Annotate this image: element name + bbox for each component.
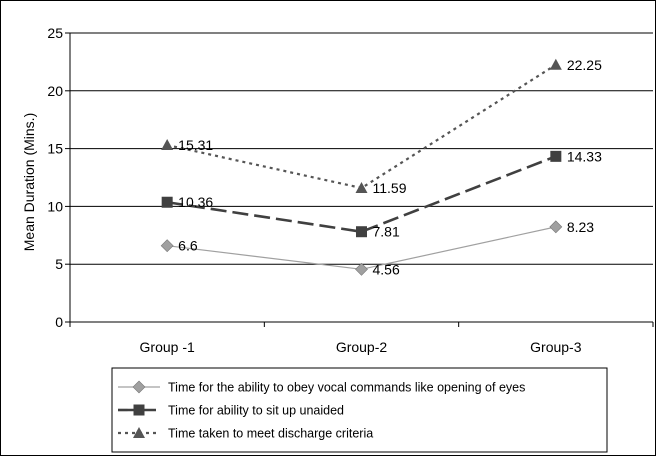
data-label: 4.56 (373, 261, 400, 277)
x-tick-label: Group-3 (530, 339, 582, 355)
data-point (161, 139, 174, 151)
legend: Time for the ability to obey vocal comma… (111, 367, 608, 453)
y-tick-label: 0 (55, 314, 63, 330)
data-label: 7.81 (373, 224, 400, 240)
data-point (549, 58, 562, 70)
data-point (355, 262, 368, 276)
legend-swatch-marker (133, 427, 145, 438)
y-tick-label: 15 (47, 141, 63, 157)
data-label: 22.25 (567, 57, 602, 73)
data-point (355, 182, 368, 194)
y-axis-title: Mean Duration (Mins.) (21, 113, 37, 252)
y-tick-label: 20 (47, 83, 63, 99)
data-label: 8.23 (567, 219, 594, 235)
legend-label: Time taken to meet discharge criteria (168, 427, 373, 441)
y-tick-label: 5 (55, 256, 63, 272)
legend-label: Time for the ability to obey vocal comma… (168, 381, 525, 395)
data-point (549, 220, 563, 234)
data-label: 11.59 (373, 180, 407, 196)
data-point (161, 196, 173, 208)
x-tick-label: Group-2 (336, 339, 388, 355)
legend-swatch-marker (133, 404, 145, 416)
series (160, 58, 563, 276)
series-line (166, 63, 557, 190)
y-tick-label: 25 (47, 25, 63, 41)
legend-label: Time for ability to sit up unaided (168, 404, 344, 418)
data-label: 6.6 (178, 238, 198, 254)
axes: 0 5 10 15 20 25 Group -1 Group-2 Group-3 (47, 25, 654, 355)
data-point (356, 226, 367, 238)
legend-box (111, 367, 608, 453)
series-line (166, 155, 557, 234)
legend-swatch-marker (132, 380, 146, 394)
y-tick-label: 10 (47, 198, 63, 214)
x-tick-label: Group -1 (140, 339, 195, 355)
data-label: 15.31 (178, 137, 213, 153)
data-label: 10.36 (178, 194, 213, 210)
data-point (160, 239, 174, 253)
data-labels: 6.6 4.56 8.23 10.36 7.81 14.33 15.31 11.59 22.25 (178, 57, 602, 277)
data-label: 14.33 (567, 148, 602, 164)
data-point (550, 150, 562, 162)
